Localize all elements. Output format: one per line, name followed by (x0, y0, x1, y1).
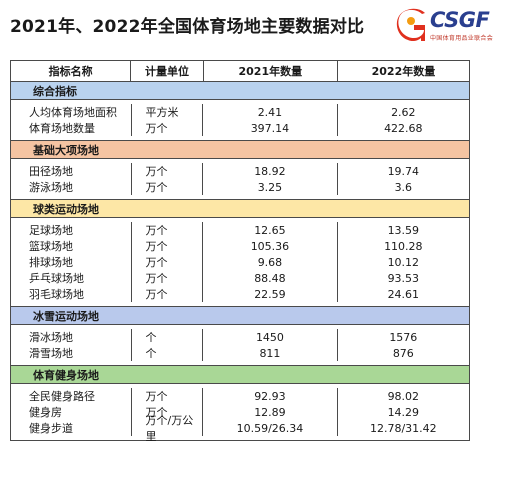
section-header: 基础大项场地 (11, 141, 469, 159)
table-row: 羽毛球场地 万个 22.59 24.61 (11, 286, 469, 302)
row-unit: 万个 (130, 222, 203, 238)
section-group: 人均体育场地面积 平方米 2.41 2.62 体育场地数量 万个 397.14 … (11, 100, 469, 141)
row-unit: 个 (130, 329, 203, 345)
logo-subtitle: 中国体育用品业联合会 (430, 35, 494, 42)
column-header: 计量单位 (130, 61, 203, 81)
row-unit: 万个 (130, 179, 203, 195)
row-value-2022: 110.28 (336, 238, 469, 254)
section-header: 球类运动场地 (11, 200, 469, 218)
row-name: 排球场地 (29, 256, 73, 269)
row-value-2021: 92.93 (202, 388, 336, 404)
row-value-2022: 12.78/31.42 (336, 420, 469, 436)
row-value-2021: 397.14 (202, 120, 336, 136)
row-value-2022: 1576 (336, 329, 469, 345)
row-name: 游泳场地 (29, 181, 73, 194)
row-name: 体育场地数量 (29, 122, 95, 135)
csgf-emblem-icon (396, 8, 425, 42)
section-header: 冰雪运动场地 (11, 307, 469, 325)
row-name: 健身房 (29, 406, 62, 419)
table-row: 健身步道 万个/万公里 10.59/26.34 12.78/31.42 (11, 414, 469, 443)
row-unit: 个 (130, 345, 203, 361)
row-value-2021: 12.65 (202, 222, 336, 238)
row-value-2022: 10.12 (336, 254, 469, 270)
section-group: 田径场地 万个 18.92 19.74 游泳场地 万个 3.25 3.6 (11, 159, 469, 200)
table-row: 足球场地 万个 12.65 13.59 (11, 222, 469, 238)
section-group: 滑冰场地 个 1450 1576 滑雪场地 个 811 876 (11, 325, 469, 366)
row-value-2022: 93.53 (336, 270, 469, 286)
row-value-2021: 12.89 (202, 404, 336, 420)
row-value-2022: 98.02 (336, 388, 469, 404)
row-value-2022: 13.59 (336, 222, 469, 238)
section-group: 足球场地 万个 12.65 13.59 篮球场地 万个 105.36 110.2… (11, 218, 469, 307)
table-row: 排球场地 万个 9.68 10.12 (11, 254, 469, 270)
row-value-2022: 19.74 (336, 163, 469, 179)
row-value-2022: 2.62 (336, 104, 469, 120)
row-value-2021: 105.36 (202, 238, 336, 254)
section-header: 体育健身场地 (11, 366, 469, 384)
row-value-2021: 10.59/26.34 (202, 420, 336, 436)
row-unit: 万个 (130, 238, 203, 254)
row-name: 乒乓球场地 (29, 272, 84, 285)
row-unit: 平方米 (130, 104, 203, 120)
row-value-2021: 9.68 (202, 254, 336, 270)
section-header: 综合指标 (11, 82, 469, 100)
row-value-2021: 88.48 (202, 270, 336, 286)
row-value-2021: 1450 (202, 329, 336, 345)
row-name: 滑雪场地 (29, 347, 73, 360)
row-value-2022: 422.68 (336, 120, 469, 136)
data-table: 指标名称 计量单位 2021年数量 2022年数量 综合指标 人均体育场地面积 … (10, 60, 470, 443)
table-row: 游泳场地 万个 3.25 3.6 (11, 179, 469, 195)
row-value-2021: 811 (202, 345, 336, 361)
row-unit: 万个 (130, 120, 203, 136)
row-unit: 万个 (130, 270, 203, 286)
table-row: 体育场地数量 万个 397.14 422.68 (11, 120, 469, 136)
row-unit: 万个 (130, 388, 203, 404)
row-value-2022: 14.29 (336, 404, 469, 420)
table-header-row: 指标名称 计量单位 2021年数量 2022年数量 (11, 61, 469, 82)
row-name: 篮球场地 (29, 240, 73, 253)
row-name: 羽毛球场地 (29, 288, 84, 301)
row-name: 滑冰场地 (29, 331, 73, 344)
table-row: 乒乓球场地 万个 88.48 93.53 (11, 270, 469, 286)
table-row: 全民健身路径 万个 92.93 98.02 (11, 388, 469, 404)
row-name: 人均体育场地面积 (29, 106, 117, 119)
row-value-2022: 24.61 (336, 286, 469, 302)
logo-wordmark: CSGF (430, 8, 490, 32)
row-name: 健身步道 (29, 422, 73, 435)
row-value-2021: 18.92 (202, 163, 336, 179)
row-name: 田径场地 (29, 165, 73, 178)
column-header: 2022年数量 (336, 61, 469, 81)
row-unit: 万个 (130, 404, 203, 420)
row-unit: 万个/万公里 (130, 414, 203, 443)
table-row: 健身房 万个 12.89 14.29 (11, 404, 469, 420)
table-row: 人均体育场地面积 平方米 2.41 2.62 (11, 104, 469, 120)
row-value-2021: 3.25 (202, 179, 336, 195)
column-header: 2021年数量 (202, 61, 337, 81)
table-row: 滑雪场地 个 811 876 (11, 345, 469, 361)
table-row: 篮球场地 万个 105.36 110.28 (11, 238, 469, 254)
row-unit: 万个 (130, 163, 203, 179)
row-value-2021: 22.59 (202, 286, 336, 302)
table-row: 滑冰场地 个 1450 1576 (11, 329, 469, 345)
table-row: 田径场地 万个 18.92 19.74 (11, 163, 469, 179)
csgf-logo: CSGF 中国体育用品业联合会 (396, 6, 504, 46)
row-value-2021: 2.41 (202, 104, 336, 120)
row-unit: 万个 (130, 286, 203, 302)
row-name: 全民健身路径 (29, 390, 95, 403)
row-value-2022: 876 (336, 345, 469, 361)
section-group: 全民健身路径 万个 92.93 98.02 健身房 万个 12.89 14.29… (11, 384, 469, 443)
column-header: 指标名称 (48, 65, 93, 78)
row-value-2022: 3.6 (336, 179, 469, 195)
page-title: 2021年、2022年全国体育场地主要数据对比 (10, 17, 365, 37)
row-unit: 万个 (130, 254, 203, 270)
row-name: 足球场地 (29, 224, 73, 237)
